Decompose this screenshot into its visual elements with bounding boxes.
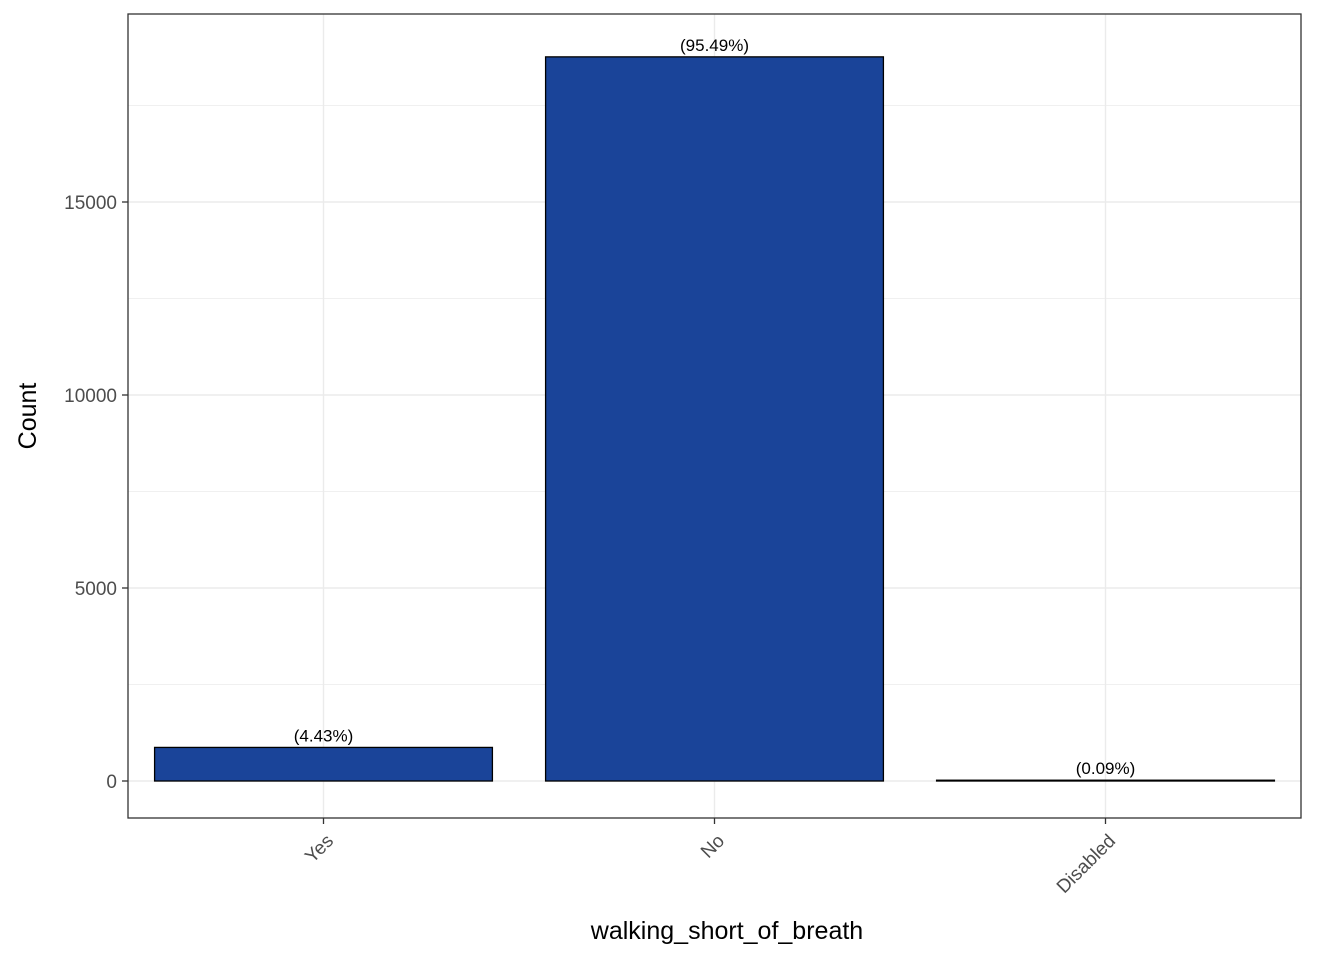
y-axis: 0 5000 10000 15000 (64, 193, 128, 793)
y-tick-label: 15000 (64, 193, 117, 214)
bar-yes (153, 746, 494, 782)
y-tick-label: 10000 (64, 386, 117, 407)
y-tick-label: 0 (106, 772, 117, 793)
x-axis-title: walking_short_of_breath (590, 917, 863, 945)
x-tick-label: Disabled (1053, 831, 1120, 898)
bar-value-label: (0.09%) (1076, 759, 1136, 778)
y-axis-title: Count (14, 383, 42, 450)
bars (153, 56, 1276, 782)
x-tick-label: Yes (301, 831, 338, 868)
bar-labels: (4.43%) (95.49%) (0.09%) (294, 36, 1136, 778)
bar-disabled (935, 779, 1276, 782)
bar-no (544, 56, 885, 782)
bar-value-label: (4.43%) (294, 726, 354, 745)
x-axis: Yes No Disabled (301, 818, 1120, 898)
bar-value-label: (95.49%) (680, 36, 749, 55)
x-tick-label: No (697, 831, 729, 863)
y-tick-label: 5000 (75, 579, 117, 600)
